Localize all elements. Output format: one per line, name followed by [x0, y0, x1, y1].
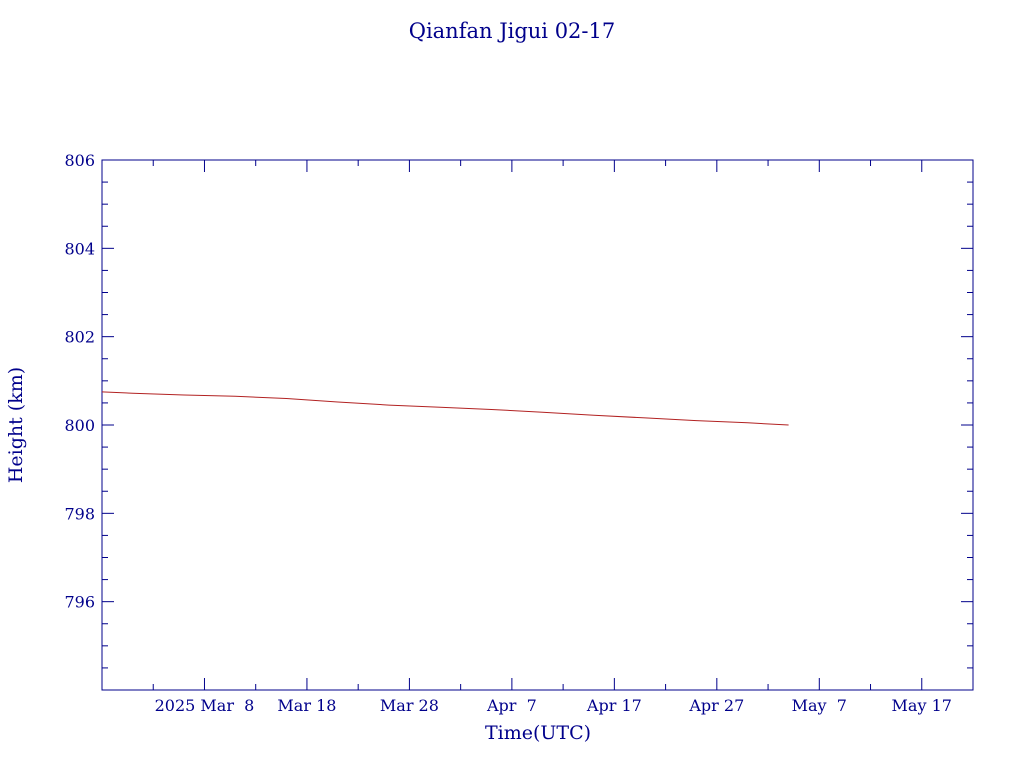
x-axis-label: Time(UTC) [485, 722, 591, 744]
x-tick-label: Mar 18 [277, 696, 336, 715]
chart-title: Qianfan Jigui 02-17 [409, 19, 616, 43]
x-tick-label: Apr 17 [586, 696, 642, 715]
y-axis-label: Height (km) [5, 367, 27, 483]
x-tick-label: Apr 27 [688, 696, 744, 715]
x-tick-label: Mar 28 [380, 696, 439, 715]
x-tick-label: 2025 Mar 8 [155, 696, 255, 715]
x-tick-label: May 7 [792, 696, 847, 715]
plot-frame [101, 159, 974, 691]
y-tick-label: 804 [64, 239, 95, 258]
y-tick-label: 798 [64, 504, 95, 523]
y-tick-label: 802 [64, 328, 95, 347]
height-series-line [101, 391, 789, 426]
x-tick-label: May 17 [892, 696, 952, 715]
y-tick-label: 800 [64, 416, 95, 435]
tick-labels: 2025 Mar 8 Mar 18 Mar 28 Apr 7 Apr 17 Apr 27 M… [64, 151, 952, 715]
series-group [101, 391, 789, 426]
x-tick-label: Apr 7 [486, 696, 537, 715]
axis-ticks [102, 160, 973, 690]
y-tick-label: 796 [64, 593, 95, 612]
y-tick-label: 806 [64, 151, 95, 170]
